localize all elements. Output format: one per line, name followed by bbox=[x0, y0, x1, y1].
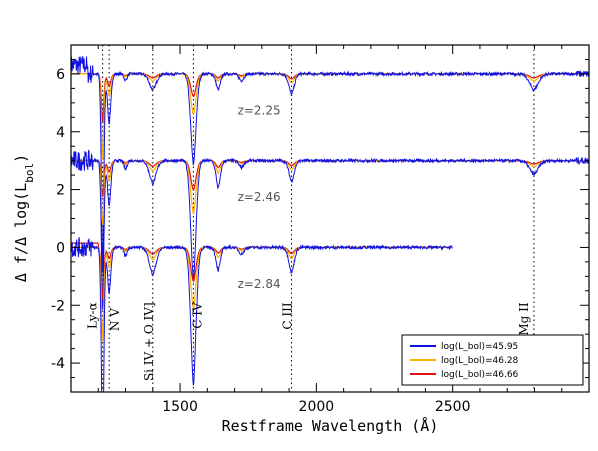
spectrum-line bbox=[71, 246, 453, 342]
spectrum-line bbox=[71, 237, 453, 392]
emission-line-labels: Ly-α N V Si IV + O IV] C IV C III Mg II bbox=[86, 302, 531, 381]
emission-line-label: C III bbox=[281, 302, 295, 329]
x-axis-title: Restframe Wavelength (Å) bbox=[222, 416, 439, 435]
spectrum-line bbox=[71, 56, 589, 273]
redshift-label: z=2.84 bbox=[238, 277, 281, 291]
x-tick-label: 2000 bbox=[299, 399, 335, 415]
emission-line-label: Ly-α bbox=[86, 302, 100, 329]
y-tick-label: 4 bbox=[56, 125, 65, 141]
y-axis-ticks: -4 -2 0 2 4 6 bbox=[51, 44, 589, 393]
x-tick-label: 2500 bbox=[435, 399, 471, 415]
emission-line-label: N V bbox=[108, 308, 122, 331]
y-tick-label: -4 bbox=[51, 356, 65, 372]
emission-line-label: C IV bbox=[190, 302, 204, 329]
redshift-label: z=2.25 bbox=[238, 103, 281, 117]
redshift-labels: z=2.25 z=2.46 z=2.84 bbox=[238, 103, 281, 291]
x-tick-label: 1500 bbox=[162, 399, 198, 415]
spectra bbox=[71, 56, 589, 392]
emission-line-label: Mg II bbox=[517, 302, 531, 336]
y-tick-label: 6 bbox=[56, 67, 65, 83]
y-tick-label: 2 bbox=[56, 183, 65, 199]
redshift-label: z=2.46 bbox=[238, 190, 281, 204]
y-tick-label: -2 bbox=[51, 298, 65, 314]
legend-label: log(L_bol)=46.28 bbox=[441, 356, 519, 366]
spectrum-line bbox=[71, 73, 589, 161]
emission-line-label: Si IV + O IV] bbox=[142, 302, 156, 381]
x-axis-ticks: 1500 2000 2500 bbox=[70, 45, 590, 415]
y-axis-title: Δ f/Δ log(Lbol) bbox=[12, 154, 36, 282]
legend-label: log(L_bol)=46.66 bbox=[441, 370, 519, 380]
legend-label: log(L_bol)=45.95 bbox=[441, 342, 518, 352]
spectrum-line bbox=[71, 149, 589, 310]
spectrum-line bbox=[71, 242, 453, 300]
y-tick-label: 0 bbox=[56, 240, 65, 256]
legend: log(L_bol)=45.95 log(L_bol)=46.28 log(L_bo… bbox=[401, 334, 584, 386]
